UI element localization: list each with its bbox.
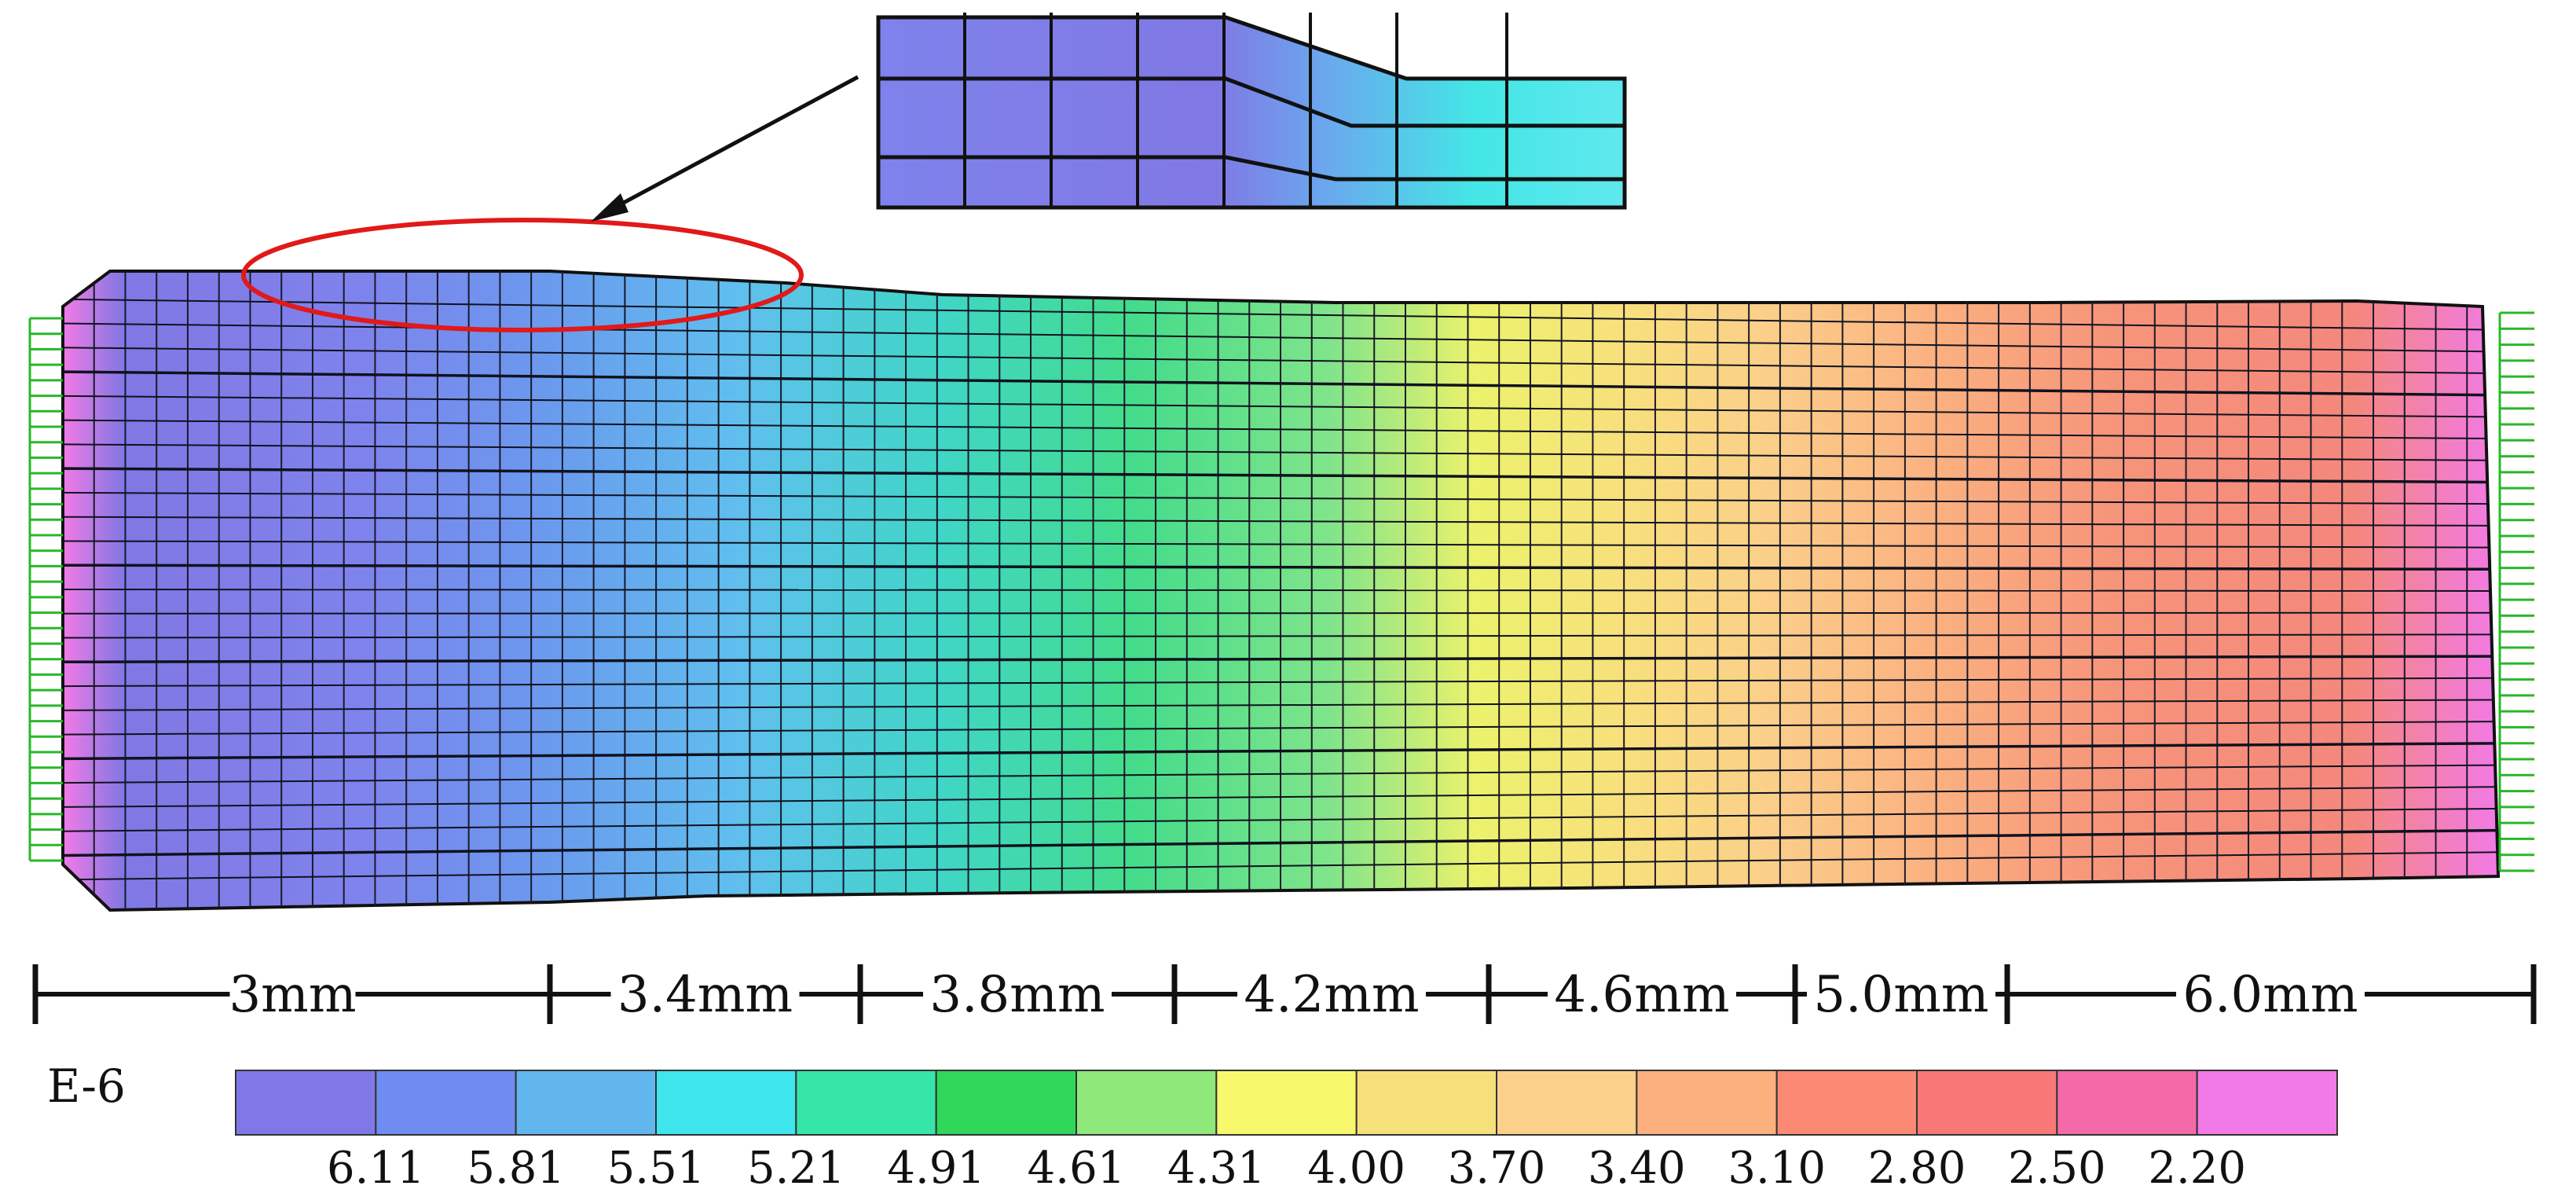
- colorbar-swatch: [1496, 1070, 1638, 1136]
- deformed-specimen-model: [28, 270, 2534, 912]
- colorbar-tick-label: 5.81: [467, 1143, 565, 1193]
- colorbar-unit-label: E-6: [47, 1059, 126, 1113]
- colorbar-tick-label: 3.40: [1588, 1143, 1686, 1193]
- colorbar-tick-label: 4.00: [1307, 1143, 1405, 1193]
- highlight-ellipse: [241, 218, 804, 332]
- zoomed-inset: [876, 13, 1627, 210]
- colorbar-swatch: [515, 1070, 658, 1136]
- left-fixed-boundary-constraints: [28, 317, 63, 862]
- segment-label: 5.0mm: [1813, 966, 1988, 1024]
- segment-label: 3.8mm: [929, 966, 1105, 1024]
- colorbar-tick-label: 6.11: [327, 1143, 425, 1193]
- colorbar-tick-label: 3.70: [1448, 1143, 1546, 1193]
- colorbar-tick-label: 2.20: [2148, 1143, 2246, 1193]
- colorbar-swatch: [795, 1070, 937, 1136]
- colorbar-swatch: [1215, 1070, 1358, 1136]
- colorbar-swatch: [375, 1070, 517, 1136]
- colorbar-tick-label: 4.61: [1028, 1143, 1126, 1193]
- colorbar-legend: E-6 6.11 5.81 5.51 5.21 4.91 4.61 4.31 4.00 3.70…: [47, 1059, 2339, 1193]
- colorbar-swatch: [1636, 1070, 1778, 1136]
- colorbar-tick-label: 2.50: [2008, 1143, 2106, 1193]
- segment-label: 3.4mm: [617, 966, 793, 1024]
- dimension-line: 3mm 3.4mm 3.8mm 4.2mm 4.6mm 5.0mm 6.0mm: [32, 959, 2537, 1030]
- right-fixed-boundary-constraints: [2498, 311, 2534, 872]
- colorbar-tick-label: 3.10: [1728, 1143, 1826, 1193]
- colorbar-tick-label: 4.91: [887, 1143, 985, 1193]
- colorbar-swatch: [2056, 1070, 2198, 1136]
- callout-arrow: [591, 75, 859, 222]
- colorbar-tick-label: 5.51: [607, 1143, 705, 1193]
- colorbar-swatch: [2196, 1070, 2339, 1136]
- segment-label: 3mm: [229, 966, 356, 1024]
- colorbar-tick-label: 4.31: [1167, 1143, 1266, 1193]
- colorbar-swatch: [235, 1070, 377, 1136]
- colorbar-tick-label: 2.80: [1868, 1143, 1966, 1193]
- colorbar-swatch: [1916, 1070, 2058, 1136]
- segment-label: 4.2mm: [1244, 966, 1419, 1024]
- colorbar-swatch: [935, 1070, 1077, 1136]
- colorbar-swatch: [1075, 1070, 1218, 1136]
- colorbar-tick-label: 5.21: [747, 1143, 845, 1193]
- colorbar-swatch: [655, 1070, 797, 1136]
- segment-label: 4.6mm: [1554, 966, 1729, 1024]
- colorbar-swatch: [1355, 1070, 1497, 1136]
- colorbar-swatch: [1775, 1070, 1918, 1136]
- segment-label: 6.0mm: [2182, 966, 2358, 1024]
